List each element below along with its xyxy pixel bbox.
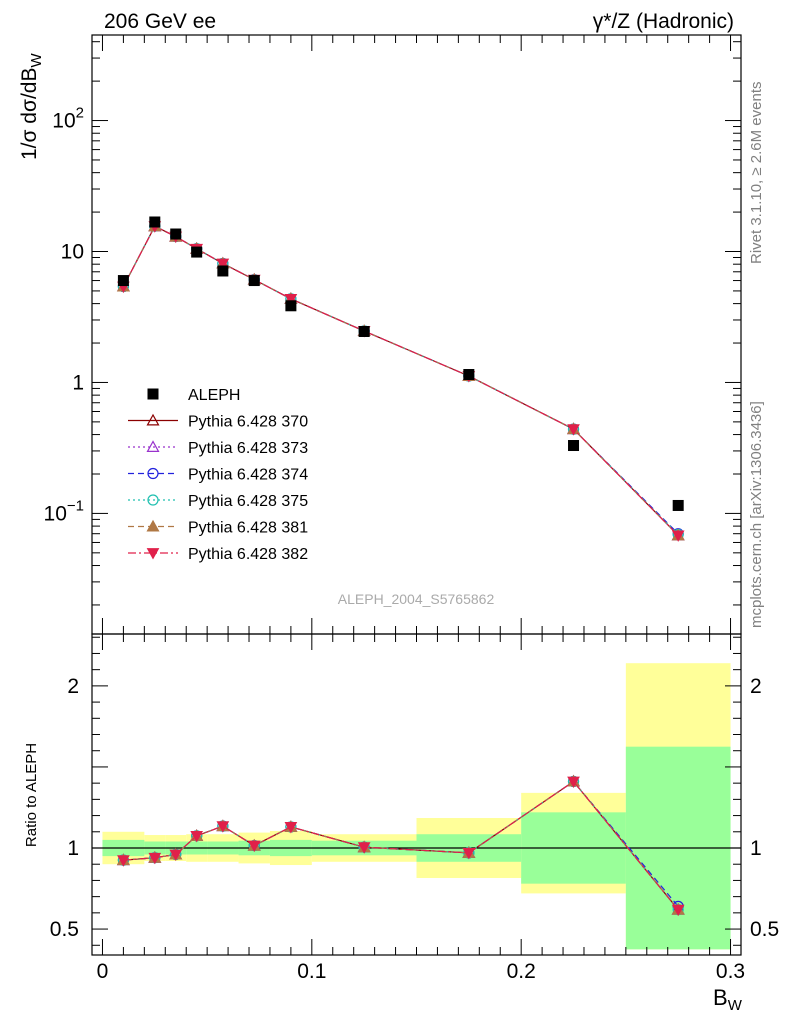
data-point (568, 440, 580, 452)
series-pythia-6.428-374 (117, 220, 684, 540)
series-point (284, 293, 298, 306)
legend-entry: Pythia 6.428 375 (128, 493, 308, 510)
ratio-point (284, 822, 298, 834)
legend-entry: Pythia 6.428 382 (128, 546, 308, 563)
data-point (463, 369, 475, 381)
data-point (149, 216, 161, 228)
data-point (358, 325, 370, 337)
series-pythia-6.428-373 (116, 219, 685, 541)
ratio-point (169, 849, 183, 862)
main-panel: 102 10 1 10−1 1/σ dσ/dBW ALEPH_2004_S576586… (18, 34, 742, 635)
legend-label: ALEPH (188, 387, 240, 404)
ratio-point (357, 842, 371, 854)
ratio-point (567, 776, 580, 789)
data-point (248, 275, 260, 287)
rivet-version-label: Rivet 3.1.10, ≥ 2.6M events (748, 82, 765, 265)
x-tick-label: 0.3 (716, 960, 745, 983)
main-plot-area (116, 216, 685, 542)
ratio-point (148, 852, 162, 865)
legend-marker (146, 548, 160, 560)
series-point (567, 424, 580, 436)
series-line (122, 225, 679, 536)
ratio-point (247, 840, 261, 853)
ratio-plot-area (92, 663, 741, 950)
legend-label: Pythia 6.428 370 (188, 414, 308, 431)
legend-marker (146, 413, 160, 426)
data-point (285, 300, 297, 312)
legend: ALEPH Pythia 6.428 370 Pythia 6.428 373 Pyt… (128, 387, 308, 563)
y-tick-label-left: 1 (67, 837, 79, 860)
x-axis-label: BW (713, 985, 743, 1014)
main-y-label: 1/σ dσ/dBW (18, 53, 45, 160)
y-tick-label-left: 0.5 (50, 918, 79, 941)
ratio-series (117, 776, 685, 917)
ratio-point (190, 830, 204, 843)
ratio-point (671, 904, 685, 917)
series-pythia-6.428-370 (116, 219, 685, 541)
legend-label: Pythia 6.428 373 (188, 440, 308, 457)
y-tick-label-right: 0.5 (750, 918, 779, 941)
legend-label: Pythia 6.428 381 (188, 520, 308, 537)
mcplots-label: mcplots.cern.ch [arXiv:1306.3436] (748, 401, 765, 628)
header-right-label: γ*/Z (Hadronic) (593, 10, 734, 33)
legend-label: Pythia 6.428 374 (188, 467, 308, 484)
y-tick-label: 102 (52, 105, 84, 133)
legend-marker (146, 519, 160, 532)
series-line (122, 225, 679, 535)
ratio-panel: 0.5 0.5 1 1 2 2 0 0.1 0.2 0.3 Ratio to ALEPH BW (23, 633, 779, 1014)
data-point (672, 499, 684, 511)
y-tick-label: 1 (72, 371, 84, 394)
ratio-point (462, 847, 476, 860)
svg-text:1/σ dσ/dBW: 1/σ dσ/dBW (18, 53, 45, 160)
series-line (122, 225, 679, 535)
legend-marker (147, 494, 159, 506)
series-pythia-6.428-375 (117, 220, 684, 541)
legend-entry: Pythia 6.428 381 (128, 520, 308, 537)
y-tick-label-right: 2 (750, 675, 762, 698)
series-line (122, 225, 679, 536)
legend-label: Pythia 6.428 382 (188, 546, 308, 563)
series-line (122, 225, 679, 536)
ratio-point (117, 855, 130, 867)
y-tick-label: 10−1 (44, 497, 84, 525)
uncertainty-bands (102, 663, 731, 950)
legend-marker (147, 388, 159, 400)
data-series-aleph (117, 216, 684, 511)
series-point (216, 258, 230, 271)
ratio-x-axis: 0 0.1 0.2 0.3 (97, 634, 745, 983)
legend-entry-aleph: ALEPH (147, 387, 240, 404)
data-point (117, 275, 129, 287)
y-tick-label: 10 (61, 240, 84, 263)
series-point (671, 530, 685, 542)
header-left-label: 206 GeV ee (104, 10, 216, 33)
data-point (217, 265, 229, 277)
legend-entry: Pythia 6.428 374 (128, 467, 308, 484)
data-point (191, 246, 203, 258)
y-tick-label-right: 1 (750, 837, 762, 860)
ratio-y-label: Ratio to ALEPH (23, 743, 40, 847)
legend-marker (146, 440, 160, 452)
x-tick-label: 0.2 (507, 960, 536, 983)
main-y-axis: 102 10 1 10−1 (44, 41, 741, 606)
data-point (170, 228, 182, 240)
analysis-label: ALEPH_2004_S5765862 (338, 591, 495, 607)
y-tick-label-left: 2 (67, 675, 79, 698)
x-tick-label: 0 (97, 960, 109, 983)
legend-entry: Pythia 6.428 370 (128, 414, 308, 431)
series-line (122, 225, 679, 536)
legend-entry: Pythia 6.428 373 (128, 440, 308, 457)
x-tick-label: 0.1 (297, 960, 326, 983)
svg-text:BW: BW (713, 985, 743, 1014)
ratio-point (216, 821, 230, 833)
main-frame (91, 34, 742, 635)
ratio-y-axis: 0.5 0.5 1 1 2 2 (50, 636, 779, 946)
legend-marker (147, 467, 159, 480)
legend-label: Pythia 6.428 375 (188, 493, 308, 510)
main-x-ticks (101, 35, 732, 634)
series-pythia-6.428-381 (116, 219, 685, 541)
